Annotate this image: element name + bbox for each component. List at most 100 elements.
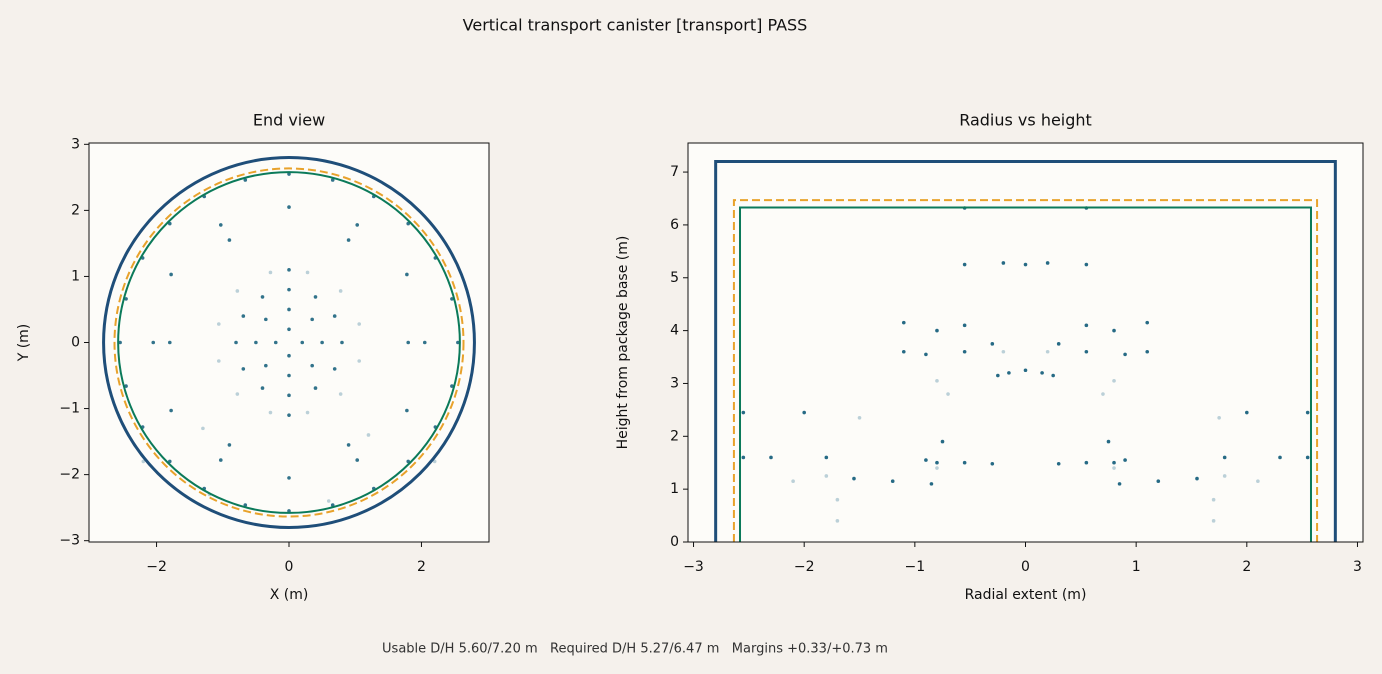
envelope	[117, 171, 461, 514]
point	[330, 503, 335, 507]
envelope	[739, 206, 1312, 542]
point	[141, 459, 146, 464]
point	[996, 373, 1000, 378]
point	[287, 476, 291, 480]
point	[456, 340, 460, 345]
subplot-title: Radius vs height	[959, 111, 1092, 130]
point	[338, 392, 343, 396]
point	[1112, 379, 1116, 383]
point	[1112, 466, 1116, 470]
point	[1056, 342, 1061, 346]
point	[1001, 261, 1006, 265]
point	[1023, 262, 1028, 267]
point	[268, 270, 273, 275]
envelope	[113, 167, 465, 518]
x-tick-label: −2	[146, 559, 167, 575]
point	[990, 342, 995, 346]
point	[406, 340, 411, 345]
y-tick-label: 1	[670, 481, 679, 497]
point	[264, 363, 268, 368]
point	[769, 455, 773, 460]
y-tick-label: 0	[670, 534, 679, 550]
x-axis-label: Radial extent (m)	[965, 587, 1087, 603]
point	[287, 268, 291, 272]
point	[287, 172, 291, 176]
point	[1145, 349, 1150, 354]
point	[124, 384, 128, 388]
point	[227, 443, 232, 447]
point	[235, 289, 240, 293]
point	[326, 499, 331, 503]
x-tick-label: 2	[417, 559, 426, 575]
point	[260, 295, 265, 299]
point	[802, 410, 806, 415]
point	[1084, 460, 1089, 465]
point	[890, 479, 895, 484]
y-tick-label: −3	[59, 533, 80, 549]
point	[1045, 261, 1050, 265]
point	[287, 353, 291, 358]
point	[287, 509, 291, 513]
point	[935, 460, 939, 465]
point	[366, 433, 371, 437]
x-tick-label: −2	[794, 559, 815, 575]
point	[287, 205, 291, 209]
point	[300, 340, 305, 345]
y-tick-label: 2	[670, 428, 679, 444]
figure-title: Vertical transport canister [transport] …	[463, 16, 808, 35]
point	[355, 458, 360, 462]
point	[1245, 410, 1249, 415]
point	[946, 392, 950, 396]
point	[320, 340, 324, 345]
point	[901, 320, 906, 325]
point	[835, 519, 840, 523]
y-tick-label: −2	[59, 467, 80, 483]
point	[305, 270, 310, 275]
point	[332, 314, 337, 318]
point	[287, 413, 291, 417]
point	[962, 262, 967, 267]
point	[310, 317, 314, 322]
point	[1217, 416, 1221, 420]
point	[243, 178, 248, 182]
point	[1045, 349, 1050, 354]
point	[1084, 323, 1089, 328]
point	[167, 221, 172, 226]
point	[1051, 373, 1055, 378]
x-tick-label: 0	[1021, 559, 1030, 575]
point	[1001, 349, 1006, 354]
point	[1222, 474, 1227, 478]
point	[260, 386, 265, 390]
envelope	[714, 159, 1337, 542]
point	[169, 272, 173, 277]
point	[287, 287, 291, 292]
point	[1305, 410, 1310, 415]
point	[241, 314, 246, 318]
y-axis-label: Height from package base (m)	[615, 236, 631, 450]
x-tick-label: 0	[285, 559, 294, 575]
point	[1056, 461, 1061, 466]
point	[167, 459, 172, 464]
point	[169, 408, 173, 413]
y-tick-label: 7	[670, 164, 679, 180]
y-tick-label: 3	[71, 136, 80, 152]
point	[406, 221, 411, 226]
point	[124, 297, 128, 301]
point	[305, 410, 310, 415]
point	[1101, 392, 1105, 396]
point	[962, 460, 967, 465]
point	[268, 410, 273, 415]
point	[118, 340, 122, 345]
point	[1145, 320, 1150, 325]
point	[924, 458, 928, 462]
point	[1112, 328, 1116, 333]
point	[313, 295, 318, 299]
plot-content	[714, 159, 1337, 542]
point	[791, 479, 795, 484]
envelope	[732, 199, 1319, 542]
y-tick-label: 5	[670, 270, 679, 286]
x-tick-label: 2	[1242, 559, 1251, 575]
point	[406, 459, 411, 464]
point	[1123, 352, 1127, 357]
